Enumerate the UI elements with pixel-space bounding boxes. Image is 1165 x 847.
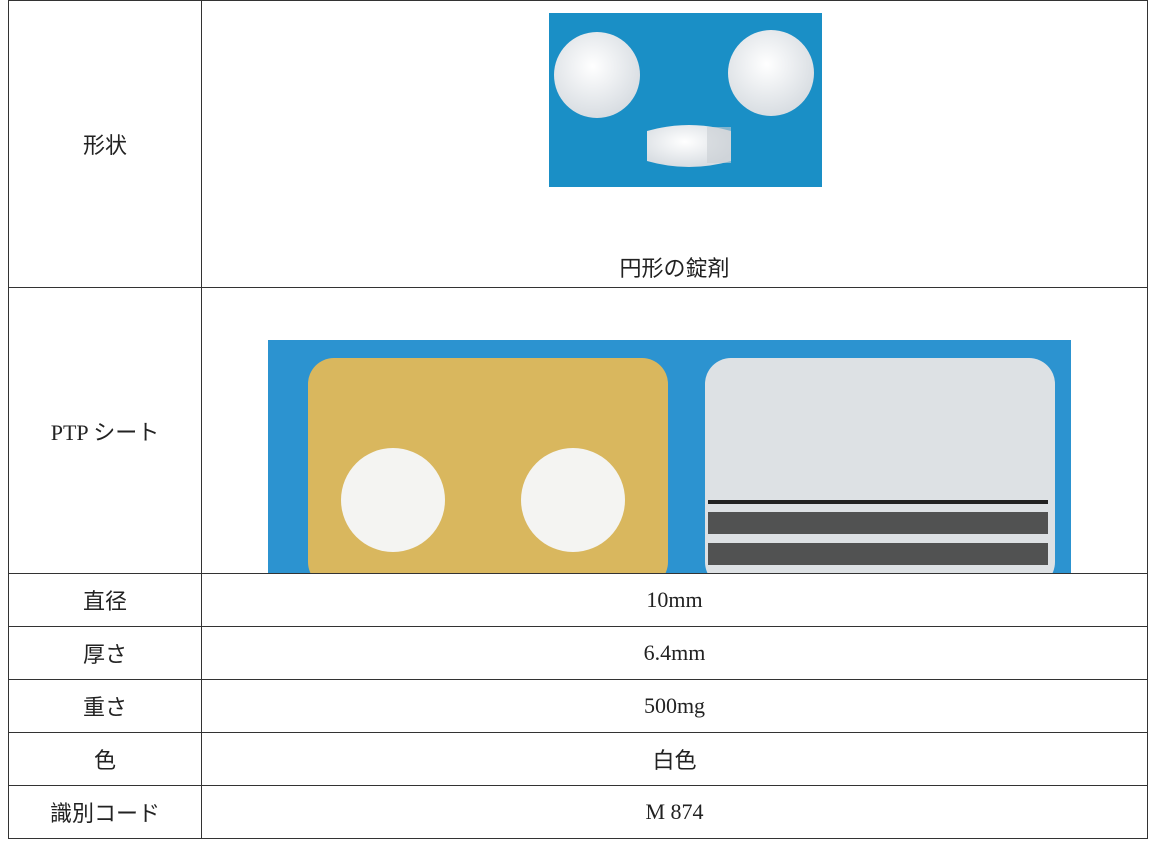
row: 厚さ 6.4mm (8, 626, 1148, 680)
shape-caption: 円形の錠剤 (619, 256, 730, 281)
row: PTP シート (8, 287, 1148, 574)
row: 重さ 500mg (8, 679, 1148, 733)
row-label: 形状 (8, 0, 202, 288)
ptp-cell (202, 288, 1147, 573)
row: 直径 10mm (8, 573, 1148, 627)
row-label: 識別コード (8, 785, 202, 839)
row-label: PTP シート (8, 287, 202, 574)
row: 形状 円形の錠剤 (8, 0, 1148, 288)
row-label: 色 (8, 732, 202, 786)
row: 識別コード M 874 (8, 785, 1148, 839)
row-value: 6.4mm (201, 626, 1148, 680)
spec-table: 形状 円形の錠剤 PTP シート (8, 0, 1148, 839)
row-label: 厚さ (8, 626, 202, 680)
tablet-photo (549, 13, 822, 187)
row: 色 白色 (8, 732, 1148, 786)
row-content (201, 287, 1148, 574)
row-value: 白色 (201, 732, 1148, 786)
row-label: 重さ (8, 679, 202, 733)
row-value: 10mm (201, 573, 1148, 627)
row-content: 円形の錠剤 (201, 0, 1148, 288)
row-label: 直径 (8, 573, 202, 627)
shape-cell: 円形の錠剤 (202, 1, 1147, 287)
row-value: 500mg (201, 679, 1148, 733)
ptp-photo (268, 340, 1071, 573)
row-value: M 874 (201, 785, 1148, 839)
